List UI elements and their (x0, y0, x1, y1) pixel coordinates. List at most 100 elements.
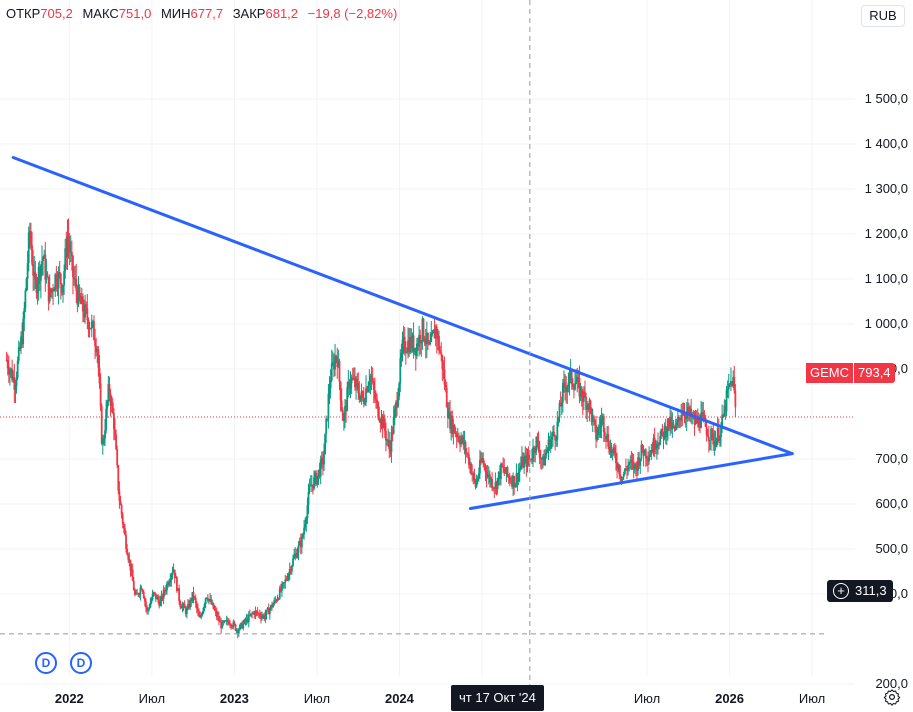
candle-body (649, 454, 652, 457)
candle-body (380, 416, 383, 423)
candle-body (421, 318, 424, 341)
plus-icon[interactable]: + (833, 583, 849, 599)
candle-body (479, 459, 481, 474)
candle-body (595, 424, 597, 440)
candle-body (161, 595, 164, 599)
candle-body (565, 387, 568, 392)
candle-body (220, 621, 223, 629)
candle-body (138, 594, 141, 596)
candle-body (167, 583, 169, 586)
candle-body (660, 428, 663, 436)
candle-body (544, 455, 547, 466)
candle-body (21, 336, 23, 345)
trendline[interactable] (468, 452, 794, 510)
candle-body (272, 604, 275, 608)
candle-body (684, 416, 687, 419)
candle-body (406, 351, 408, 353)
low-label: МИН (160, 6, 191, 21)
candle-body (231, 626, 234, 628)
candle-body (69, 251, 72, 253)
dividend-event-badge[interactable]: D (70, 652, 92, 674)
candle-body (686, 406, 689, 413)
candle-body (46, 274, 49, 277)
candle-body (5, 360, 8, 361)
candle-body (701, 412, 704, 414)
candle-body (107, 384, 110, 402)
x-tick-label: 2023 (220, 691, 249, 706)
trendlines[interactable] (11, 156, 794, 510)
candle-body (547, 439, 550, 450)
candle-body (364, 402, 366, 404)
candle-body (25, 278, 28, 291)
candle-body (602, 415, 605, 432)
candle-body (402, 336, 405, 340)
candle-body (599, 426, 602, 428)
candle-body (307, 491, 310, 506)
candle-body (681, 415, 684, 417)
candle-body (112, 412, 115, 430)
candle-body (304, 523, 307, 528)
candle-body (184, 608, 187, 614)
candle-body (121, 514, 124, 524)
candle-body (247, 614, 250, 623)
candle-body (254, 610, 257, 615)
candle-body (11, 368, 14, 381)
candle-body (361, 391, 364, 398)
candle-body (331, 362, 334, 364)
candle-body (197, 608, 199, 612)
candle-body (640, 444, 643, 459)
candle-body (630, 459, 633, 462)
candle-body (616, 463, 618, 469)
candle-body (387, 439, 390, 441)
candle-body (542, 456, 544, 460)
candle-body (59, 274, 62, 285)
candle-body (198, 611, 200, 617)
candle-body (131, 569, 134, 581)
candle-body (305, 518, 308, 524)
candle-body (707, 436, 710, 441)
candle-body (344, 406, 346, 416)
candle-body (366, 388, 369, 392)
candle-body (563, 382, 565, 384)
trendline[interactable] (11, 156, 794, 456)
candle-body (142, 591, 145, 599)
candle-body (166, 583, 168, 591)
candle-body (507, 475, 510, 478)
candle-body (436, 335, 439, 340)
dividend-event-badge[interactable]: D (35, 652, 57, 674)
candle-body (466, 453, 469, 455)
gear-icon[interactable] (883, 688, 901, 706)
candle-body (221, 621, 224, 629)
candle-body (338, 360, 341, 382)
candle-body (103, 438, 105, 442)
candle-body (351, 377, 354, 379)
candle-body (495, 482, 498, 490)
currency-button[interactable]: RUB (861, 5, 905, 27)
candle-body (657, 443, 659, 445)
last-price-value: 793,4 (858, 365, 891, 380)
candle-body (490, 478, 492, 483)
candle-body (427, 332, 429, 343)
x-axis[interactable]: 2022Июл2023Июл2024ИИюл2026Июл (55, 691, 825, 706)
candle-body (410, 336, 413, 349)
candle-body (719, 436, 721, 441)
candle-body (370, 376, 373, 381)
candle-body (549, 439, 552, 449)
candle-body (135, 593, 137, 595)
candle-body (621, 477, 624, 480)
candle-body (168, 582, 171, 586)
candle-body (665, 431, 668, 438)
candle-body (212, 602, 215, 609)
candle-body (659, 435, 662, 445)
candle-body (158, 600, 161, 606)
candle-body (276, 598, 279, 601)
candle-body (348, 382, 351, 389)
candle-body (623, 468, 626, 475)
crosshair-price-tag[interactable]: +311,3 (827, 580, 893, 602)
candle-body (582, 391, 585, 402)
candle-body (525, 455, 528, 467)
candle-body (487, 474, 490, 476)
candle-body (22, 318, 25, 345)
candle-body (434, 326, 437, 339)
